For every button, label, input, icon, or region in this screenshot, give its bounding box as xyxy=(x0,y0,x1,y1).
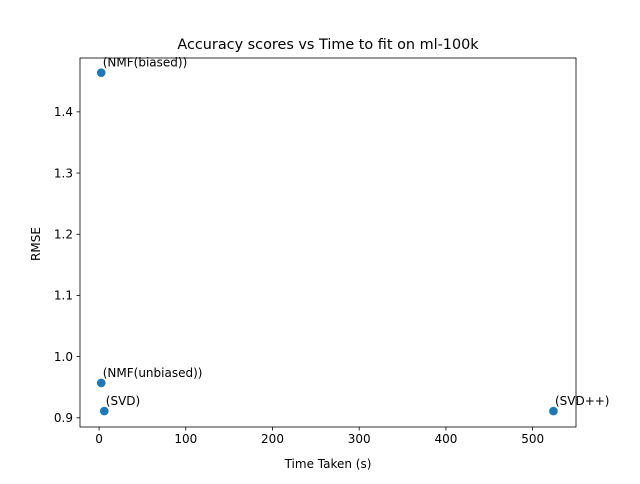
y-axis-ticks: 0.9 1.0 1.1 1.2 1.3 1.4 xyxy=(54,105,80,425)
chart-title: Accuracy scores vs Time to fit on ml-100… xyxy=(177,37,479,53)
y-tick-label: 0.9 xyxy=(54,411,73,425)
point-label: (SVD++) xyxy=(555,394,610,408)
y-axis-label: RMSE xyxy=(29,227,43,261)
data-points xyxy=(96,68,558,416)
x-tick-label: 400 xyxy=(434,432,457,446)
y-tick-label: 1.3 xyxy=(54,166,73,180)
x-tick-label: 500 xyxy=(521,432,544,446)
data-point xyxy=(99,406,109,416)
data-point xyxy=(96,378,106,388)
x-axis-label: Time Taken (s) xyxy=(284,457,372,471)
x-tick-label: 100 xyxy=(174,432,197,446)
y-tick-label: 1.0 xyxy=(54,350,73,364)
x-axis-ticks: 0 100 200 300 400 500 xyxy=(95,427,544,446)
x-tick-label: 200 xyxy=(261,432,284,446)
x-tick-label: 0 xyxy=(95,432,103,446)
plot-area-frame xyxy=(79,57,577,428)
y-tick-label: 1.2 xyxy=(54,228,73,242)
data-point xyxy=(549,406,558,416)
point-label: (SVD) xyxy=(106,394,140,408)
x-tick-label: 300 xyxy=(348,432,371,446)
y-tick-label: 1.1 xyxy=(54,289,73,303)
data-point xyxy=(96,68,106,77)
point-annotations: (NMF(biased)) (NMF(unbiased)) (SVD) (SVD++) xyxy=(103,56,610,408)
point-label: (NMF(unbiased)) xyxy=(103,366,203,380)
point-label: (NMF(biased)) xyxy=(103,56,188,70)
y-tick-label: 1.4 xyxy=(54,105,73,119)
